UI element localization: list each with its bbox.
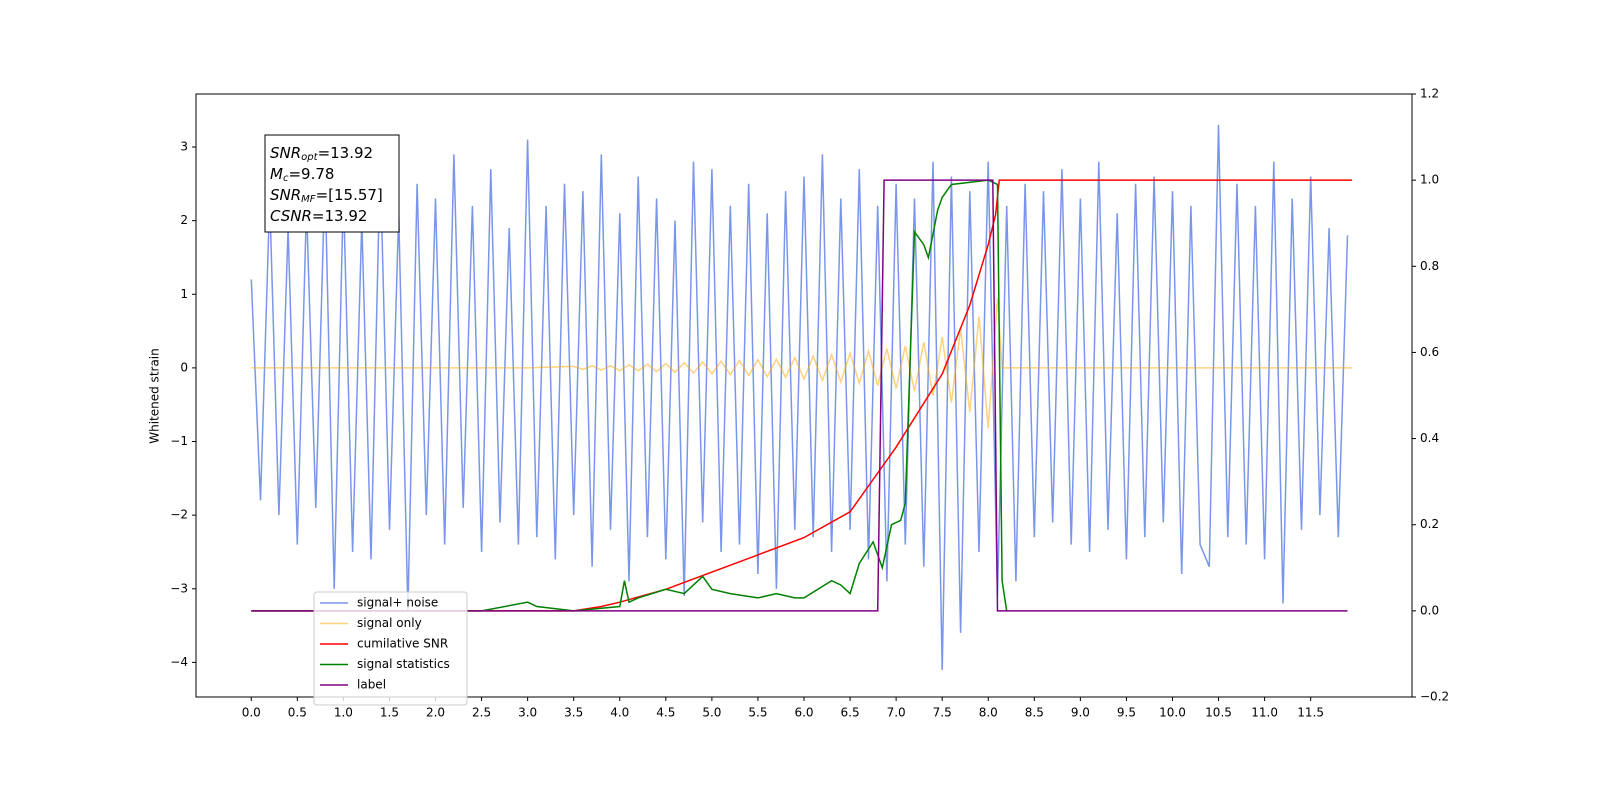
annotation-subscript: c	[283, 173, 289, 184]
annotation-symbol: SNR	[270, 186, 301, 204]
x-tick-label: 4.5	[656, 706, 675, 720]
series-line	[251, 179, 1348, 612]
x-tick-label: 5.5	[748, 706, 767, 720]
x-tick-label: 4.0	[610, 706, 629, 720]
x-tick-label: 8.0	[979, 706, 998, 720]
x-tick-label: 2.5	[472, 706, 491, 720]
y2-tick-label: 0.2	[1420, 517, 1439, 531]
legend: signal+ noise signal only cumilative SNR si…	[313, 591, 468, 706]
y2-tick-label: 0.0	[1420, 603, 1439, 617]
legend-label: signal+ noise	[357, 596, 438, 610]
x-tick-label: 0.5	[288, 706, 307, 720]
legend-label: signal statistics	[357, 657, 450, 671]
y2-tick-label: 1.0	[1420, 173, 1439, 187]
annotation-value: =13.92	[312, 207, 368, 225]
legend-label: label	[357, 678, 386, 692]
annotation-line: SNRMF=[15.57]	[270, 186, 383, 206]
annotation-symbol: CSNR	[270, 207, 312, 225]
x-tick-label: 11.0	[1251, 706, 1278, 720]
annotation-line: SNRopt=13.92	[270, 144, 373, 164]
annotation-line: Mc=9.78	[270, 165, 334, 185]
y-tick-label: −3	[170, 581, 188, 595]
x-tick-label: 10.0	[1159, 706, 1186, 720]
x-tick-label: 1.5	[380, 706, 399, 720]
x-tick-label: 5.0	[702, 706, 721, 720]
series-line	[251, 179, 1353, 612]
y2-tick-label: 0.4	[1420, 431, 1439, 445]
x-tick-label: 6.5	[841, 706, 860, 720]
annotation-symbol: M	[270, 165, 283, 183]
y-tick-label: −4	[170, 655, 188, 669]
series-line	[250, 124, 1349, 670]
x-tick-label: 8.5	[1025, 706, 1044, 720]
y2-tick-label: 1.2	[1420, 87, 1439, 101]
x-tick-label: 3.5	[564, 706, 583, 720]
annotation-value: =[15.57]	[316, 186, 383, 204]
legend-box	[313, 591, 468, 706]
legend-label: cumilative SNR	[357, 637, 448, 651]
annotation-value: =13.92	[318, 144, 374, 162]
y-tick-label: 1	[180, 287, 188, 301]
annotation-symbol: SNR	[270, 144, 301, 162]
x-tick-label: 9.0	[1071, 706, 1090, 720]
x-tick-label: 10.5	[1205, 706, 1232, 720]
x-tick-label: 11.5	[1297, 706, 1324, 720]
y2-tick-label: 0.8	[1420, 259, 1439, 273]
legend-label: signal only	[357, 616, 422, 630]
y2-tick-label: −0.2	[1420, 690, 1449, 704]
y2-tick-label: 0.6	[1420, 345, 1439, 359]
annotation-value: =9.78	[288, 165, 334, 183]
x-tick-label: 3.0	[518, 706, 537, 720]
x-tick-label: 9.5	[1117, 706, 1136, 720]
y-tick-label: −2	[170, 508, 188, 522]
annotation-box	[264, 134, 400, 233]
y-tick-label: −1	[170, 434, 188, 448]
series-line	[251, 297, 1353, 429]
y-axis-label: Whitened strain	[148, 348, 162, 444]
y-tick-label: 3	[180, 140, 188, 154]
x-tick-label: 6.0	[794, 706, 813, 720]
x-tick-label: 7.0	[887, 706, 906, 720]
x-tick-label: 7.5	[933, 706, 952, 720]
y-tick-label: 2	[180, 213, 188, 227]
annotation-subscript: opt	[301, 152, 318, 163]
annotation-line: CSNR=13.92	[270, 207, 367, 225]
x-tick-label: 2.0	[426, 706, 445, 720]
x-tick-label: 1.0	[334, 706, 353, 720]
annotation: SNRopt=13.92Mc=9.78SNRMF=[15.57]CSNR=13.…	[264, 134, 400, 233]
x-tick-label: 0.0	[242, 706, 261, 720]
series-line	[251, 179, 1008, 612]
y-tick-label: 0	[180, 360, 188, 374]
annotation-subscript: MF	[301, 194, 316, 205]
